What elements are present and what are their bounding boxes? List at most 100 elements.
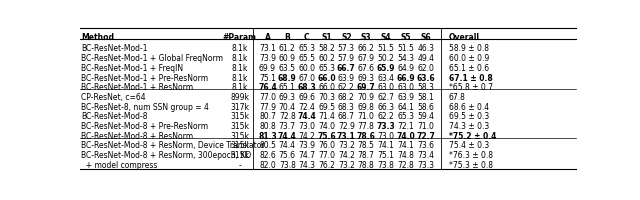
- Text: 8.1k: 8.1k: [232, 54, 248, 63]
- Text: A: A: [264, 33, 271, 42]
- Text: 63.0: 63.0: [378, 83, 394, 92]
- Text: 63.0: 63.0: [397, 83, 414, 92]
- Text: BC-ResNet-Mod-1 + Global FreqNorm: BC-ResNet-Mod-1 + Global FreqNorm: [81, 54, 223, 63]
- Text: 73.2: 73.2: [338, 141, 355, 150]
- Text: 69.3: 69.3: [279, 93, 296, 102]
- Text: 73.1: 73.1: [259, 44, 276, 53]
- Text: BC-ResNet-Mod-1: BC-ResNet-Mod-1: [81, 44, 148, 53]
- Text: 74.2: 74.2: [298, 132, 315, 141]
- Text: 58.6: 58.6: [417, 103, 434, 112]
- Text: 70.4: 70.4: [279, 103, 296, 112]
- Text: 315k: 315k: [230, 151, 249, 160]
- Text: 60.2: 60.2: [318, 54, 335, 63]
- Text: BC-ResNet-8, num SSN group = 4: BC-ResNet-8, num SSN group = 4: [81, 103, 209, 112]
- Text: Method: Method: [81, 33, 115, 42]
- Text: 69.7: 69.7: [357, 83, 376, 92]
- Text: 65.5: 65.5: [298, 54, 315, 63]
- Text: 58.2: 58.2: [318, 44, 335, 53]
- Text: 81.3: 81.3: [258, 132, 277, 141]
- Text: 73.7: 73.7: [279, 122, 296, 131]
- Text: 54.3: 54.3: [397, 54, 414, 63]
- Text: 82.6: 82.6: [259, 151, 276, 160]
- Text: 58.1: 58.1: [417, 93, 434, 102]
- Text: 73.8: 73.8: [378, 161, 394, 170]
- Text: 8.1k: 8.1k: [232, 44, 248, 53]
- Text: 66.2: 66.2: [358, 44, 374, 53]
- Text: 73.3: 73.3: [377, 122, 396, 131]
- Text: 73.9: 73.9: [259, 54, 276, 63]
- Text: 74.0: 74.0: [318, 122, 335, 131]
- Text: 75.1: 75.1: [259, 74, 276, 83]
- Text: 80.5: 80.5: [259, 141, 276, 150]
- Text: 8.1k: 8.1k: [232, 64, 248, 73]
- Text: 73.4: 73.4: [417, 151, 434, 160]
- Text: 59.4: 59.4: [417, 112, 434, 121]
- Text: 74.0: 74.0: [397, 132, 415, 141]
- Text: 62.2: 62.2: [378, 112, 394, 121]
- Text: 68.3: 68.3: [338, 103, 355, 112]
- Text: 46.3: 46.3: [417, 44, 434, 53]
- Text: 74.3: 74.3: [298, 161, 315, 170]
- Text: 63.4: 63.4: [378, 74, 394, 83]
- Text: 57.3: 57.3: [338, 44, 355, 53]
- Text: 70.3: 70.3: [318, 93, 335, 102]
- Text: 66.7: 66.7: [337, 64, 356, 73]
- Text: 65.3: 65.3: [298, 44, 315, 53]
- Text: 73.6: 73.6: [417, 141, 434, 150]
- Text: S6: S6: [420, 33, 431, 42]
- Text: 73.8: 73.8: [279, 161, 296, 170]
- Text: S4: S4: [381, 33, 391, 42]
- Text: 74.4: 74.4: [298, 112, 316, 121]
- Text: 66.0: 66.0: [318, 83, 335, 92]
- Text: BC-ResNet-Mod-8: BC-ResNet-Mod-8: [81, 112, 148, 121]
- Text: 78.5: 78.5: [358, 141, 374, 150]
- Text: 65.1: 65.1: [279, 83, 296, 92]
- Text: 315k: 315k: [230, 112, 249, 121]
- Text: 69.6: 69.6: [298, 93, 315, 102]
- Text: 77.9: 77.9: [259, 103, 276, 112]
- Text: 69.5: 69.5: [318, 103, 335, 112]
- Text: 72.9: 72.9: [338, 122, 355, 131]
- Text: 72.8: 72.8: [279, 112, 296, 121]
- Text: 71.4: 71.4: [318, 112, 335, 121]
- Text: 77.8: 77.8: [358, 122, 374, 131]
- Text: 72.4: 72.4: [298, 103, 315, 112]
- Text: 62.7: 62.7: [378, 93, 394, 102]
- Text: 63.6: 63.6: [417, 74, 435, 83]
- Text: 60.9: 60.9: [279, 54, 296, 63]
- Text: B: B: [284, 33, 290, 42]
- Text: 65.3: 65.3: [318, 64, 335, 73]
- Text: 60.0 ± 0.9: 60.0 ± 0.9: [449, 54, 489, 63]
- Text: 64.9: 64.9: [397, 64, 414, 73]
- Text: 67.1 ± 0.8: 67.1 ± 0.8: [449, 74, 492, 83]
- Text: 78.8: 78.8: [358, 161, 374, 170]
- Text: 66.0: 66.0: [317, 74, 336, 83]
- Text: 75.6: 75.6: [317, 132, 336, 141]
- Text: 51.5: 51.5: [397, 44, 414, 53]
- Text: 72.8: 72.8: [397, 161, 414, 170]
- Text: BC-ResNet-Mod-1 + ResNorm: BC-ResNet-Mod-1 + ResNorm: [81, 83, 194, 92]
- Text: 76.4: 76.4: [258, 83, 277, 92]
- Text: 74.8: 74.8: [397, 151, 414, 160]
- Text: 57.9: 57.9: [338, 54, 355, 63]
- Text: 73.9: 73.9: [298, 141, 315, 150]
- Text: BC-ResNet-Mod-1 + Pre-ResNorm: BC-ResNet-Mod-1 + Pre-ResNorm: [81, 74, 209, 83]
- Text: 74.2: 74.2: [338, 151, 355, 160]
- Text: 66.3: 66.3: [378, 103, 394, 112]
- Text: 72.7: 72.7: [416, 132, 435, 141]
- Text: 74.7: 74.7: [298, 151, 315, 160]
- Text: Overall: Overall: [449, 33, 479, 42]
- Text: 77.0: 77.0: [318, 151, 335, 160]
- Text: 317k: 317k: [230, 103, 249, 112]
- Text: 63.9: 63.9: [397, 93, 414, 102]
- Text: 74.4: 74.4: [279, 141, 296, 150]
- Text: 78.7: 78.7: [358, 151, 374, 160]
- Text: 73.0: 73.0: [378, 132, 394, 141]
- Text: 67.6: 67.6: [358, 64, 374, 73]
- Text: 73.3: 73.3: [417, 161, 434, 170]
- Text: BC-ResNet-Mod-8 + ResNorm: BC-ResNet-Mod-8 + ResNorm: [81, 132, 194, 141]
- Text: 71.0: 71.0: [358, 112, 374, 121]
- Text: 74.1: 74.1: [397, 141, 414, 150]
- Text: 75.4 ± 0.3: 75.4 ± 0.3: [449, 141, 489, 150]
- Text: 75.6: 75.6: [279, 151, 296, 160]
